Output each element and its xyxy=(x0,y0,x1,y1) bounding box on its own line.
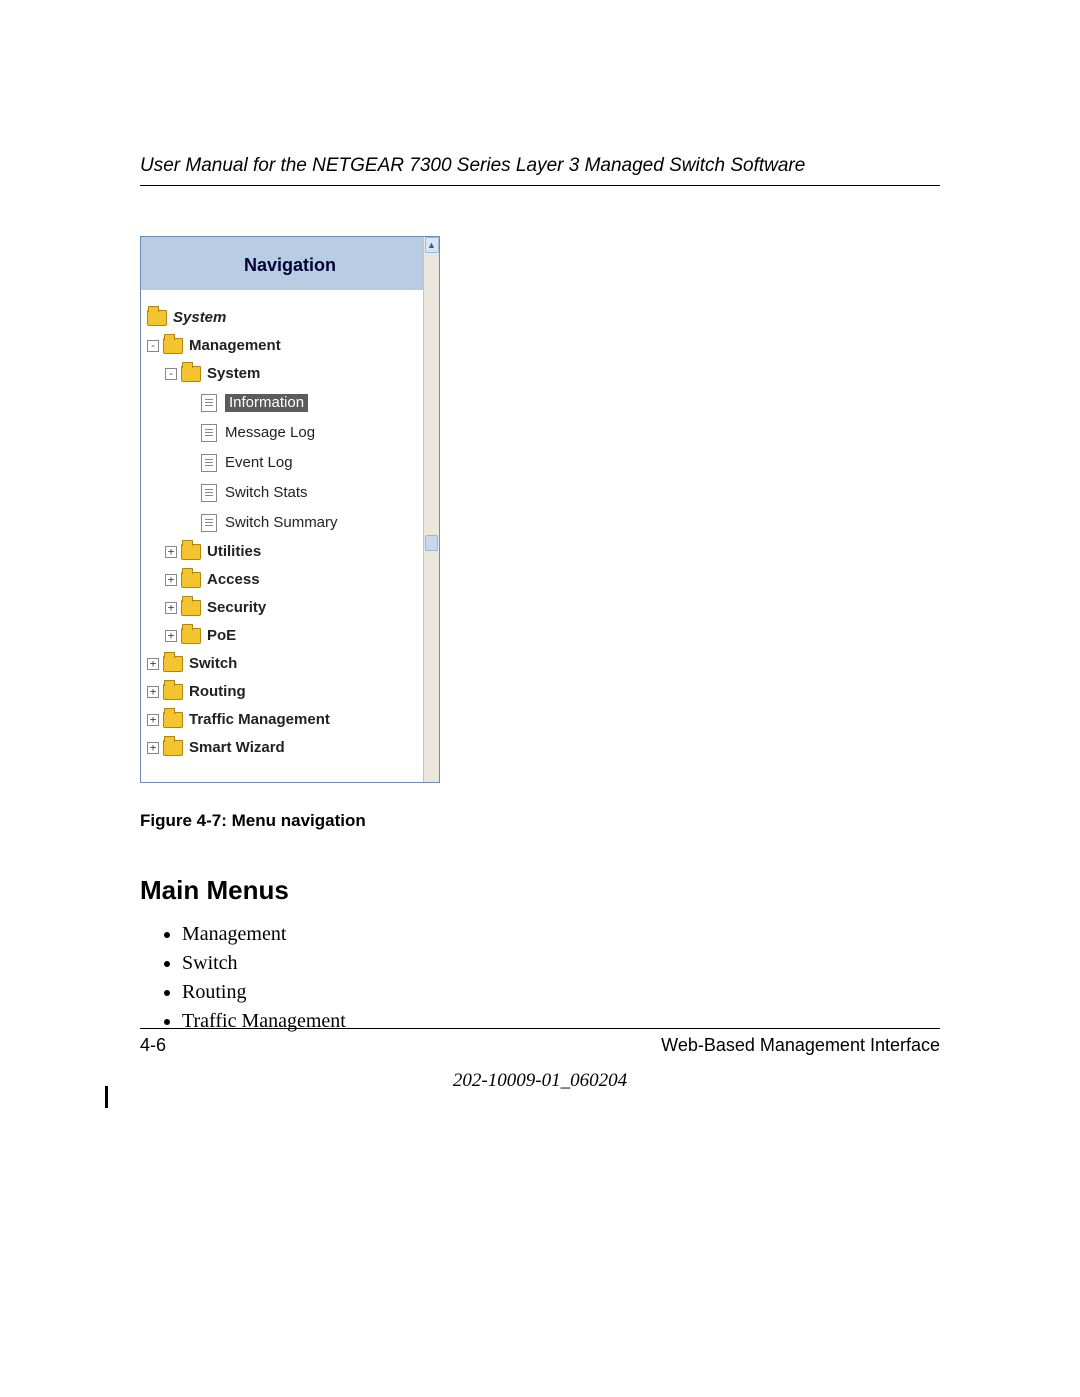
folder-closed-icon xyxy=(181,572,201,588)
folder-open-icon xyxy=(181,366,201,382)
expand-icon[interactable]: + xyxy=(147,742,159,754)
main-menus-list: Management Switch Routing Traffic Manage… xyxy=(140,920,940,1036)
tree-leaf-switch-stats[interactable]: Switch Stats xyxy=(147,478,433,508)
list-item: Routing xyxy=(182,978,940,1007)
tree-node-management[interactable]: - Management xyxy=(147,332,433,360)
tree-node-utilities[interactable]: + Utilities xyxy=(147,538,433,566)
folder-closed-icon xyxy=(163,656,183,672)
folder-closed-icon xyxy=(181,600,201,616)
folder-closed-icon xyxy=(163,712,183,728)
scroll-thumb[interactable] xyxy=(425,535,438,551)
footer-doc-id: 202-10009-01_060204 xyxy=(140,1070,940,1092)
tree-node-smart-wizard[interactable]: + Smart Wizard xyxy=(147,734,433,762)
folder-closed-icon xyxy=(181,628,201,644)
document-icon xyxy=(201,514,217,532)
collapse-icon[interactable]: - xyxy=(165,368,177,380)
footer-section-title: Web-Based Management Interface xyxy=(661,1035,940,1056)
tree-label: Message Log xyxy=(225,425,315,441)
tree-label: PoE xyxy=(207,628,236,644)
tree-label: Event Log xyxy=(225,455,293,471)
tree-node-access[interactable]: + Access xyxy=(147,566,433,594)
list-item: Management xyxy=(182,920,940,949)
tree-node-security[interactable]: + Security xyxy=(147,594,433,622)
tree-node-system-sub[interactable]: - System xyxy=(147,360,433,388)
tree-label: Routing xyxy=(189,684,246,700)
tree-label: Security xyxy=(207,600,266,616)
tree-label: Access xyxy=(207,572,260,588)
tree-leaf-information[interactable]: Information xyxy=(147,388,433,418)
tree-label: Management xyxy=(189,338,281,354)
change-bar xyxy=(105,1086,108,1108)
tree-label: Information xyxy=(225,394,308,412)
folder-closed-icon xyxy=(163,684,183,700)
expand-icon[interactable]: + xyxy=(165,630,177,642)
tree-label: Switch xyxy=(189,656,237,672)
expand-icon[interactable]: + xyxy=(147,658,159,670)
tree-node-system[interactable]: System xyxy=(147,304,433,332)
tree-label: Smart Wizard xyxy=(189,740,285,756)
document-icon xyxy=(201,454,217,472)
document-icon xyxy=(201,484,217,502)
list-item: Switch xyxy=(182,949,940,978)
tree-label: Switch Stats xyxy=(225,485,308,501)
collapse-icon[interactable]: - xyxy=(147,340,159,352)
section-heading-main-menus: Main Menus xyxy=(140,875,940,906)
tree-label: System xyxy=(173,310,226,326)
expand-icon[interactable]: + xyxy=(165,546,177,558)
footer-page-number: 4-6 xyxy=(140,1035,166,1056)
tree-label: Traffic Management xyxy=(189,712,330,728)
tree-label: Switch Summary xyxy=(225,515,338,531)
page-header-title: User Manual for the NETGEAR 7300 Series … xyxy=(140,155,940,186)
document-icon xyxy=(201,424,217,442)
scroll-track[interactable] xyxy=(425,255,438,780)
folder-closed-icon xyxy=(163,740,183,756)
figure-caption: Figure 4-7: Menu navigation xyxy=(140,811,940,831)
document-icon xyxy=(201,394,217,412)
expand-icon[interactable]: + xyxy=(147,714,159,726)
folder-open-icon xyxy=(147,310,167,326)
tree-node-switch[interactable]: + Switch xyxy=(147,650,433,678)
page-footer: 4-6 Web-Based Management Interface 202-1… xyxy=(140,1028,940,1092)
expand-icon[interactable]: + xyxy=(165,602,177,614)
footer-rule xyxy=(140,1028,940,1029)
expand-icon[interactable]: + xyxy=(165,574,177,586)
tree-label: Utilities xyxy=(207,544,261,560)
tree-leaf-event-log[interactable]: Event Log xyxy=(147,448,433,478)
navigation-panel-title: Navigation xyxy=(141,237,439,290)
tree-leaf-message-log[interactable]: Message Log xyxy=(147,418,433,448)
expand-icon[interactable]: + xyxy=(147,686,159,698)
tree-leaf-switch-summary[interactable]: Switch Summary xyxy=(147,508,433,538)
navigation-panel: Navigation System - Management - System … xyxy=(140,236,440,783)
tree-node-routing[interactable]: + Routing xyxy=(147,678,433,706)
tree-node-poe[interactable]: + PoE xyxy=(147,622,433,650)
folder-closed-icon xyxy=(181,544,201,560)
tree-label: System xyxy=(207,366,260,382)
folder-open-icon xyxy=(163,338,183,354)
tree-node-traffic-management[interactable]: + Traffic Management xyxy=(147,706,433,734)
navigation-tree: System - Management - System Information… xyxy=(141,290,439,782)
scrollbar[interactable]: ▲ xyxy=(423,237,439,782)
scroll-up-icon[interactable]: ▲ xyxy=(425,237,439,253)
